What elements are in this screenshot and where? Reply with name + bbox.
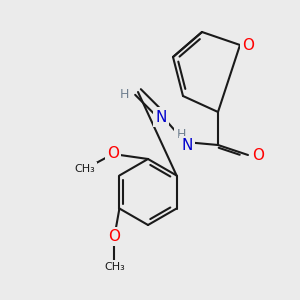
Text: CH₃: CH₃ [75, 164, 95, 174]
Text: O: O [107, 146, 119, 161]
Text: N: N [181, 139, 193, 154]
Text: CH₃: CH₃ [104, 262, 125, 272]
Text: O: O [108, 229, 120, 244]
Text: H: H [176, 128, 186, 140]
Text: O: O [252, 148, 264, 163]
Text: O: O [242, 38, 254, 52]
Text: N: N [155, 110, 167, 124]
Text: H: H [119, 88, 129, 100]
